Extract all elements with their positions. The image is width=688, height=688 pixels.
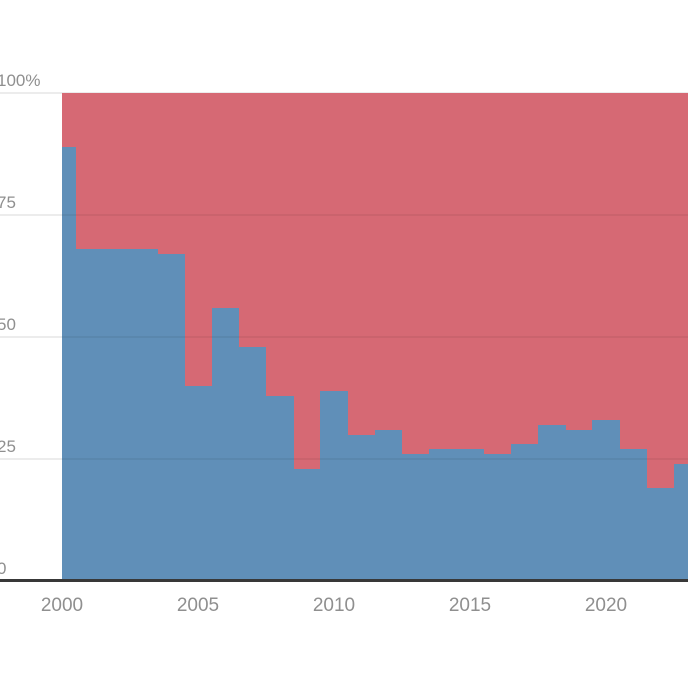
area-segment-2015 [456, 449, 484, 581]
y-tick-label-25: 25 [0, 437, 16, 456]
area-segment-2023 [674, 463, 688, 581]
x-axis-line [0, 579, 688, 582]
area-segment-2007 [238, 346, 267, 581]
area-segment-2013 [402, 454, 430, 581]
y-tick-label-75: 75 [0, 193, 16, 212]
area-segment-2018 [538, 424, 566, 581]
area-segment-2003 [130, 249, 158, 581]
x-tick-label-2020: 2020 [584, 595, 628, 616]
area-segment-2016 [483, 454, 512, 581]
area-segment-2004 [157, 254, 185, 581]
area-segment-2010 [320, 390, 348, 581]
area-segment-2008 [266, 395, 294, 581]
area-segment-2009 [293, 468, 321, 581]
area-segment-2020 [592, 419, 620, 581]
x-tick-label-2010: 2010 [312, 595, 356, 616]
y-tick-label-50: 50 [0, 315, 16, 334]
area-segment-2011 [347, 434, 376, 581]
x-tick-label-2005: 2005 [176, 595, 220, 616]
area-segment-2001 [75, 249, 104, 581]
area-segment-2002 [102, 249, 131, 581]
area-segment-2017 [510, 444, 539, 581]
x-tick-label-2000: 2000 [40, 595, 84, 616]
area-segment-2022 [646, 488, 675, 581]
plot-gridline-50 [62, 336, 688, 338]
area-segment-2005 [184, 385, 212, 581]
plot-area [62, 93, 688, 581]
y-tick-label-100: 100% [0, 71, 41, 90]
area-segment-2021 [619, 449, 648, 581]
x-tick-label-2015: 2015 [448, 595, 492, 616]
area-segment-2019 [565, 429, 593, 581]
y-tick-label-0: 0 [0, 559, 7, 578]
area-segment-2014 [429, 449, 457, 581]
area-segment-2006 [211, 307, 240, 581]
plot-gridline-75 [62, 214, 688, 216]
area-segment-2012 [374, 429, 403, 581]
plot-gridline-25 [62, 458, 688, 460]
area-segment-2000 [62, 146, 76, 581]
